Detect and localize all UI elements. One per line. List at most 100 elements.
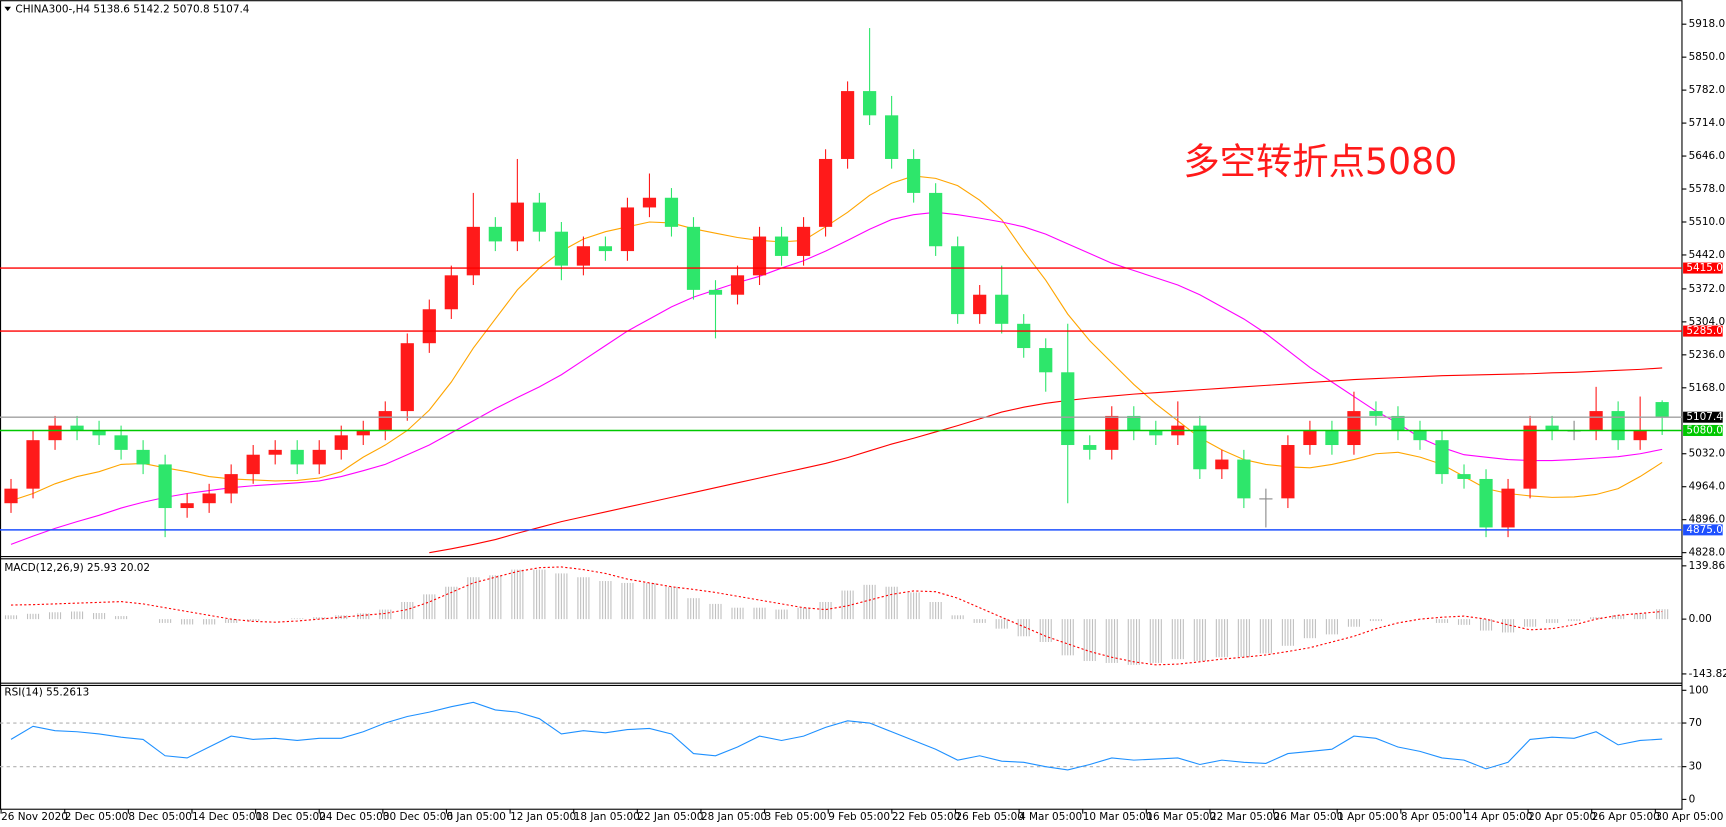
candle-body: [1545, 425, 1559, 431]
y-tick-label: 5304.0: [1689, 316, 1726, 328]
x-tick-label: 22 Jan 05:00: [637, 811, 703, 823]
candle-body: [202, 493, 216, 504]
candle-body: [708, 289, 723, 295]
candle-body: [752, 236, 767, 276]
x-tick-label: 4 Mar 05:00: [1019, 811, 1082, 823]
x-tick-label: 1 Apr 05:00: [1337, 811, 1398, 823]
candle-body: [1435, 440, 1449, 475]
candle-body: [466, 226, 480, 276]
symbol-header: CHINA300-,H4 5138.6 5142.2 5070.8 5107.4: [15, 4, 249, 16]
candle-body: [400, 343, 414, 412]
x-tick-label: 12 Jan 05:00: [510, 811, 576, 823]
candle-body: [686, 226, 701, 290]
candle-body: [1413, 430, 1427, 441]
y-tick-label: 5918.0: [1689, 18, 1726, 30]
candle-body: [973, 294, 987, 315]
x-tick-label: 18 Jan 05:00: [574, 811, 640, 823]
y-tick-label: 100: [1689, 684, 1709, 696]
x-tick-label: 30 Dec 05:00: [383, 811, 453, 823]
candle-body: [1281, 445, 1295, 499]
x-tick-label: 20 Apr 05:00: [1528, 811, 1596, 823]
candle-body: [1083, 445, 1097, 450]
candle-body: [664, 197, 679, 227]
price-level-label: 5080.0: [1686, 424, 1723, 436]
candle-body: [1523, 425, 1537, 489]
collapse-arrow[interactable]: [4, 6, 12, 12]
y-tick-label: 5782.0: [1689, 84, 1726, 96]
price-level-tag: [1683, 524, 1723, 536]
candle-body: [1501, 488, 1515, 528]
candle-body: [907, 158, 921, 193]
candle-body: [136, 449, 150, 465]
candle-body: [796, 226, 811, 256]
candle-body: [334, 435, 348, 450]
y-tick-label: 5714.0: [1689, 117, 1726, 129]
candle-body: [114, 435, 128, 450]
y-tick-label: 4828.0: [1689, 547, 1726, 559]
y-tick-label: 70: [1689, 717, 1702, 729]
candle-body: [158, 464, 172, 509]
candle-body: [378, 411, 392, 431]
candle-body: [885, 115, 899, 159]
x-tick-label: 26 Apr 05:00: [1592, 811, 1660, 823]
price-level-tag: [1683, 411, 1723, 423]
x-tick-label: 14 Dec 05:00: [192, 811, 262, 823]
x-tick-label: 3 Feb 05:00: [765, 811, 827, 823]
price-level-tag: [1683, 262, 1723, 274]
candle-body: [1479, 478, 1493, 528]
annotation: 多空转折点5080: [1183, 140, 1457, 183]
y-tick-label: 5850.0: [1689, 51, 1726, 63]
candle-body: [774, 236, 789, 256]
candle-body: [1259, 498, 1273, 500]
y-tick-label: 5168.0: [1689, 382, 1726, 394]
candle-body: [730, 275, 745, 295]
candle-body: [576, 246, 591, 266]
candle-body: [444, 275, 458, 310]
candle-body: [4, 488, 18, 504]
y-tick-label: 5510.0: [1689, 216, 1726, 228]
x-tick-label: 22 Feb 05:00: [892, 811, 960, 823]
candle-body: [48, 425, 62, 441]
candle-body: [818, 158, 833, 227]
chart-frame: [0, 0, 1683, 810]
candle-body: [1149, 430, 1163, 436]
candle-body: [1633, 430, 1647, 441]
x-tick-label: 22 Mar 05:00: [1210, 811, 1280, 823]
price-level-label: 4875.0: [1686, 524, 1723, 536]
rsi-line: [10, 701, 1663, 771]
moving-average: [429, 367, 1663, 554]
x-tick-label: 14 Apr 05:00: [1464, 811, 1532, 823]
candle-body: [995, 294, 1009, 324]
candle-body: [488, 226, 502, 242]
x-tick-label: 10 Mar 05:00: [1083, 811, 1153, 823]
candle-body: [268, 449, 282, 455]
x-tick-label: 26 Mar 05:00: [1274, 811, 1344, 823]
price-level-label: 5415.0: [1686, 262, 1723, 274]
candle-body: [1611, 411, 1625, 441]
candle-body: [1589, 411, 1603, 431]
y-tick-label: 5578.0: [1689, 183, 1726, 195]
candle-body: [1457, 474, 1471, 479]
macd-title: MACD(12,26,9) 25.93 20.02: [4, 562, 150, 574]
candle-body: [422, 309, 436, 344]
candle-body: [510, 202, 524, 242]
candle-body: [70, 425, 84, 431]
y-tick-label: 139.86: [1689, 560, 1726, 572]
y-tick-label: 30: [1689, 761, 1702, 773]
candle-body: [246, 454, 260, 475]
macd-signal: [10, 566, 1663, 666]
candle-body: [951, 246, 965, 315]
candle-body: [180, 503, 194, 509]
x-tick-label: 6 Jan 05:00: [446, 811, 505, 823]
candle-body: [1193, 425, 1207, 470]
x-tick-label: 8 Dec 05:00: [128, 811, 192, 823]
y-tick-label: 0.00: [1689, 613, 1712, 625]
y-tick-label: 5372.0: [1689, 283, 1726, 295]
candle-body: [1039, 348, 1053, 373]
candle-body: [532, 202, 546, 232]
y-tick-label: 5646.0: [1689, 150, 1726, 162]
x-tick-label: 26 Feb 05:00: [955, 811, 1023, 823]
candle-body: [929, 192, 943, 247]
